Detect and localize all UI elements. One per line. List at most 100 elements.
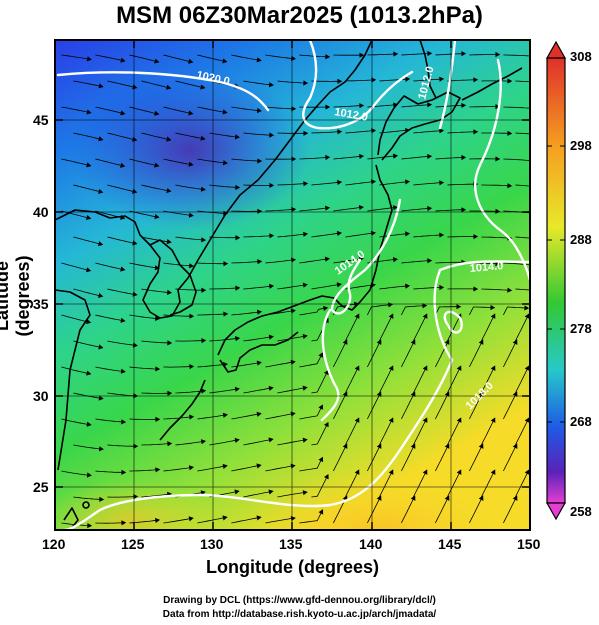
streamline bbox=[333, 392, 348, 420]
streamline bbox=[345, 314, 360, 342]
x-tick-label: 130 bbox=[200, 536, 224, 552]
streamline bbox=[469, 54, 500, 56]
streamline-arrowhead bbox=[154, 110, 160, 116]
streamline bbox=[163, 262, 194, 267]
streamline-arrowhead bbox=[98, 136, 104, 142]
streamline bbox=[61, 366, 91, 375]
streamline-arrowhead bbox=[324, 256, 330, 262]
streamline bbox=[163, 466, 194, 472]
streamline-arrowhead bbox=[120, 317, 126, 323]
streamline bbox=[209, 287, 240, 290]
streamline bbox=[345, 181, 376, 186]
streamline-arrowhead bbox=[490, 469, 496, 475]
streamline bbox=[175, 288, 206, 291]
streamline-arrowhead bbox=[269, 283, 275, 289]
colorbar-tick-label: 268 bbox=[570, 414, 592, 429]
streamline-arrowhead bbox=[318, 352, 324, 358]
x-tick-label: 120 bbox=[42, 536, 66, 552]
streamline-arrowhead bbox=[478, 495, 484, 501]
streamline bbox=[209, 184, 240, 188]
streamline-arrowhead bbox=[388, 469, 394, 475]
streamline bbox=[413, 287, 444, 290]
streamline bbox=[345, 284, 376, 290]
streamline bbox=[413, 78, 444, 82]
streamline-arrowhead bbox=[222, 463, 228, 469]
streamline-arrowhead bbox=[439, 76, 445, 82]
streamline-arrowhead bbox=[392, 257, 398, 263]
streamline-arrowhead bbox=[461, 207, 467, 213]
streamline bbox=[469, 340, 484, 368]
streamline bbox=[515, 184, 530, 187]
streamline bbox=[413, 366, 428, 394]
streamline bbox=[209, 132, 240, 138]
streamline bbox=[299, 352, 323, 368]
streamline-arrowhead bbox=[323, 421, 329, 428]
streamline-arrowhead bbox=[410, 443, 416, 449]
streamline-arrowhead bbox=[234, 489, 240, 495]
streamline bbox=[379, 366, 394, 394]
streamline bbox=[175, 80, 205, 89]
streamline-arrowhead bbox=[154, 162, 160, 168]
streamline-arrowhead bbox=[235, 285, 241, 291]
streamline-arrowhead bbox=[323, 305, 329, 311]
streamline-arrowhead bbox=[393, 51, 399, 57]
streamline-arrowhead bbox=[256, 463, 262, 469]
streamline bbox=[515, 236, 530, 239]
streamline bbox=[379, 78, 410, 82]
streamline-arrowhead bbox=[542, 185, 546, 189]
streamline-arrowhead bbox=[427, 153, 433, 160]
streamline-arrowhead bbox=[268, 82, 274, 88]
streamline bbox=[95, 522, 126, 524]
streamline bbox=[231, 362, 262, 368]
streamline-arrowhead bbox=[512, 339, 518, 345]
streamline bbox=[447, 131, 478, 134]
streamline bbox=[95, 158, 125, 167]
streamline-arrowhead bbox=[200, 490, 206, 496]
streamline-arrowhead bbox=[422, 365, 428, 371]
streamline-arrowhead bbox=[410, 495, 416, 501]
streamline-arrowhead bbox=[98, 344, 104, 350]
streamline bbox=[175, 440, 206, 446]
streamline bbox=[107, 340, 138, 346]
streamline bbox=[265, 465, 295, 472]
streamline-arrowhead bbox=[167, 441, 173, 447]
streamline-arrowhead bbox=[336, 282, 342, 288]
streamline bbox=[243, 438, 273, 446]
streamline bbox=[163, 158, 193, 166]
streamline-arrowhead bbox=[405, 76, 411, 82]
streamline-arrowhead bbox=[222, 412, 228, 418]
streamline-arrowhead bbox=[473, 233, 479, 240]
x-tick-label: 145 bbox=[438, 536, 462, 552]
streamline-arrowhead bbox=[166, 136, 172, 142]
streamline-arrowhead bbox=[302, 490, 308, 496]
streamline bbox=[61, 470, 92, 476]
streamline-arrowhead bbox=[268, 385, 274, 391]
streamline bbox=[481, 366, 496, 394]
streamline bbox=[299, 404, 323, 420]
streamline bbox=[503, 340, 518, 368]
streamline bbox=[515, 80, 530, 83]
streamline-arrowhead bbox=[427, 50, 433, 57]
streamline bbox=[141, 443, 172, 446]
streamline-arrowhead bbox=[318, 404, 324, 410]
streamline bbox=[95, 418, 126, 423]
streamline-arrowhead bbox=[325, 154, 331, 161]
streamline-arrowhead bbox=[393, 153, 399, 159]
streamline bbox=[503, 106, 530, 109]
streamline-arrowhead bbox=[120, 266, 126, 272]
streamline bbox=[299, 307, 328, 316]
credit-drawing: Drawing by DCL (https://www.gfd-dennou.o… bbox=[163, 595, 436, 606]
streamline bbox=[141, 132, 171, 141]
streamline bbox=[299, 457, 323, 472]
streamline bbox=[197, 262, 228, 265]
streamline bbox=[469, 392, 484, 420]
streamline bbox=[481, 288, 512, 291]
streamline-arrowhead bbox=[461, 154, 467, 161]
streamline-arrowhead bbox=[444, 495, 450, 501]
streamline-arrowhead bbox=[325, 54, 331, 60]
streamline-arrowhead bbox=[302, 385, 308, 391]
streamline bbox=[243, 387, 273, 394]
streamline bbox=[95, 262, 125, 271]
streamline bbox=[163, 314, 194, 317]
streamline-arrowhead bbox=[234, 134, 240, 140]
